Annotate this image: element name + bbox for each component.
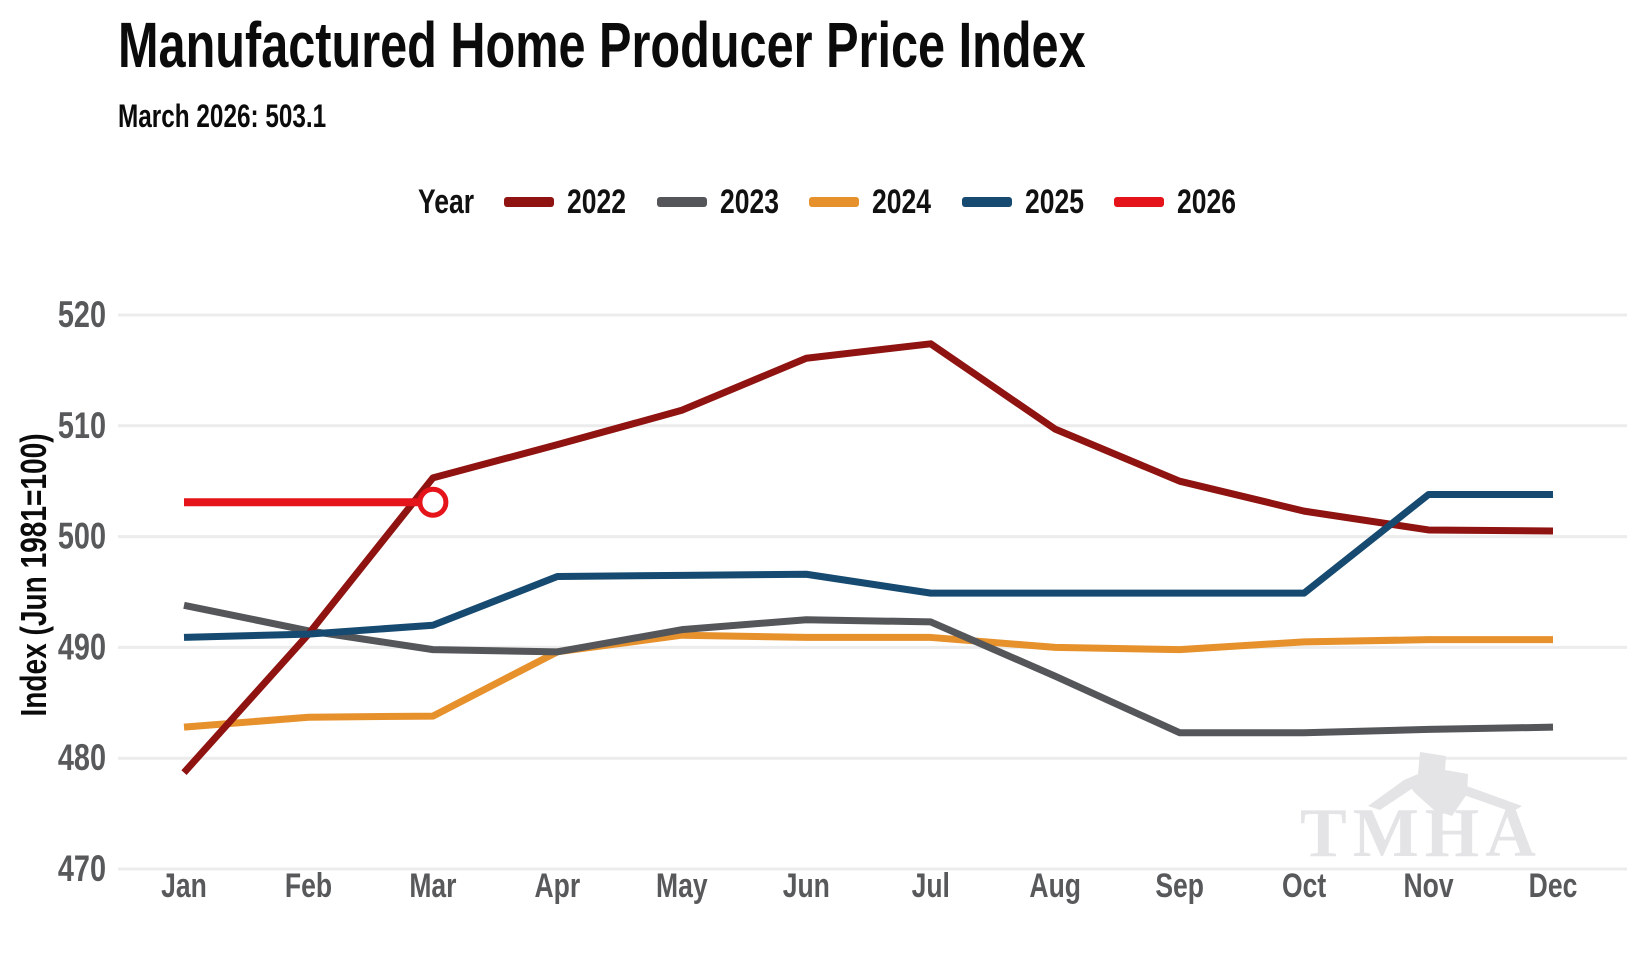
- y-tick-label-500: 500: [58, 516, 106, 557]
- watermark-roof-left: [1368, 780, 1416, 810]
- y-axis-title: Index (Jun 1981=100): [14, 433, 54, 716]
- legend-label-2022: 2022: [566, 182, 626, 221]
- y-tick-label-510: 510: [58, 405, 106, 446]
- y-tick-label-470: 470: [58, 849, 106, 890]
- legend-label-2024: 2024: [872, 182, 932, 221]
- x-tick-label-Jun: Jun: [783, 867, 830, 905]
- legend-label-2023: 2023: [719, 182, 779, 221]
- watermark-texas-shape: [1404, 752, 1468, 816]
- legend-item-2024: 2024: [809, 183, 948, 222]
- series-line-2023: [183, 601, 1554, 737]
- legend-swatch-2025: [961, 197, 1012, 207]
- page-title: Manufactured Home Producer Price Index: [118, 9, 1086, 81]
- x-tick-label-Sep: Sep: [1155, 867, 1204, 905]
- page-subtitle: March 2026: 503.1: [118, 98, 327, 134]
- x-tick-label-Mar: Mar: [409, 867, 456, 905]
- legend-title: Year: [418, 182, 475, 221]
- legend-item-2026: 2026: [1114, 183, 1253, 222]
- y-tick-label-520: 520: [58, 295, 106, 336]
- x-tick-label-Nov: Nov: [1403, 867, 1453, 905]
- x-tick-label-Jan: Jan: [161, 867, 207, 905]
- y-tick-label-490: 490: [58, 627, 106, 668]
- legend-swatch-2023: [656, 197, 707, 207]
- series-line-2025: [183, 490, 1553, 641]
- legend-swatch-2022: [503, 197, 554, 207]
- series-line-2024: [183, 631, 1553, 731]
- watermark-text: TMHA: [1300, 795, 1542, 872]
- legend-swatch-2024: [809, 197, 860, 207]
- x-tick-label-May: May: [656, 867, 708, 905]
- legend-label-2025: 2025: [1024, 182, 1084, 221]
- x-tick-label-Apr: Apr: [535, 867, 581, 905]
- legend-item-2025: 2025: [961, 182, 1101, 222]
- chart-legend: Year 2022 2023 2024 2025 2026: [418, 180, 1253, 224]
- x-tick-label-Feb: Feb: [285, 867, 332, 905]
- legend-item-2023: 2023: [656, 182, 796, 222]
- x-tick-label-Jul: Jul: [912, 867, 950, 905]
- x-tick-label-Oct: Oct: [1282, 867, 1326, 905]
- legend-item-2022: 2022: [503, 182, 643, 222]
- y-tick-label-480: 480: [58, 738, 106, 779]
- legend-label-2026: 2026: [1177, 182, 1237, 221]
- x-tick-label-Dec: Dec: [1529, 867, 1578, 905]
- current-value-marker: [417, 486, 449, 518]
- x-tick-label-Aug: Aug: [1029, 867, 1081, 905]
- legend-swatch-2026: [1114, 197, 1165, 207]
